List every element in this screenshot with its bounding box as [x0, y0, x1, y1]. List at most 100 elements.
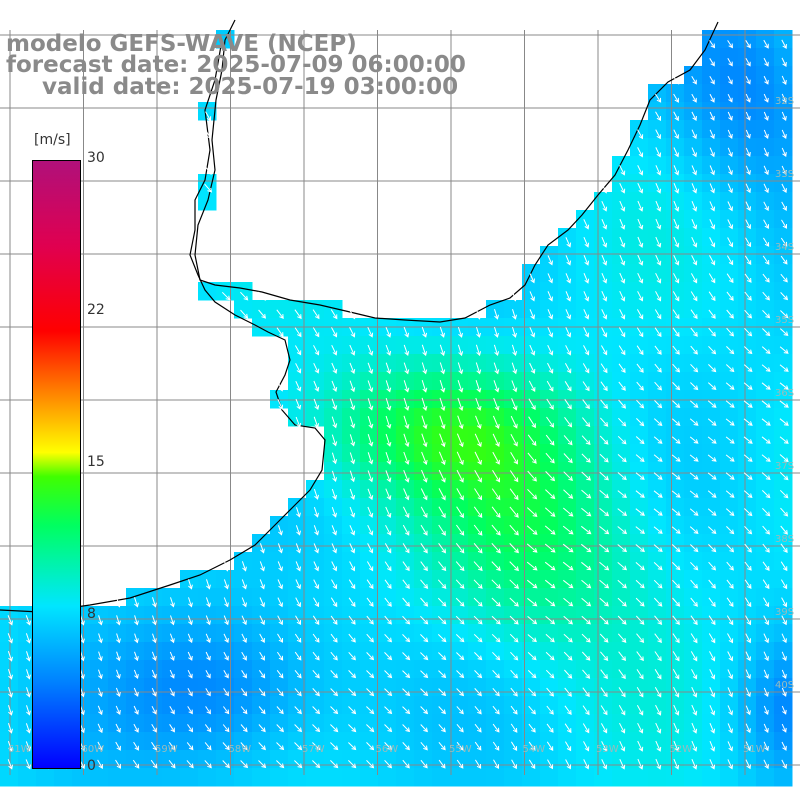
wind-cell — [378, 678, 397, 697]
wind-arrow — [241, 579, 247, 590]
wind-arrow — [439, 362, 446, 375]
wind-arrow — [672, 669, 680, 680]
wind-arrow — [601, 200, 608, 212]
wind-cell — [630, 246, 649, 265]
wind-cell — [522, 534, 541, 553]
wind-arrow — [725, 490, 735, 498]
latitude-label: 36S — [775, 388, 794, 399]
wind-cell — [414, 534, 433, 553]
wind-arrow — [258, 688, 266, 697]
wind-arrow — [546, 741, 554, 752]
wind-arrow — [655, 758, 662, 770]
wind-cell — [504, 678, 523, 697]
wind-arrow — [474, 723, 482, 733]
wind-arrow — [744, 579, 752, 590]
wind-cell — [738, 768, 757, 787]
wind-cell — [576, 408, 595, 427]
wind-arrow — [205, 669, 211, 679]
wind-cell — [324, 300, 343, 319]
wind-cell — [342, 660, 361, 679]
wind-cell — [180, 732, 199, 751]
wind-arrow — [655, 291, 662, 302]
wind-arrow — [348, 760, 357, 769]
wind-cell — [450, 498, 469, 517]
wind-cell — [648, 282, 667, 301]
wind-arrow — [510, 651, 519, 661]
wind-arrow — [457, 362, 464, 375]
wind-arrow — [673, 183, 680, 194]
wind-arrow — [384, 615, 392, 625]
wind-arrow — [510, 687, 518, 697]
wind-cell — [756, 282, 775, 301]
latitude-label: 33S — [775, 169, 794, 180]
wind-arrow — [402, 634, 411, 643]
wind-cell — [594, 426, 613, 445]
wind-cell — [756, 714, 775, 733]
wind-arrow — [527, 652, 537, 661]
wind-arrow — [636, 704, 644, 716]
wind-cell — [306, 372, 325, 391]
wind-arrow — [97, 705, 103, 716]
wind-cell — [612, 588, 631, 607]
wind-cell — [360, 408, 379, 427]
wind-cell — [558, 534, 577, 553]
wind-arrow — [349, 452, 356, 465]
wind-cell — [648, 552, 667, 571]
wind-arrow — [116, 669, 121, 680]
wind-arrow — [330, 597, 338, 608]
wind-arrow — [527, 597, 538, 607]
wind-cell — [360, 624, 379, 643]
wind-arrow — [635, 454, 645, 463]
wind-cell — [774, 102, 793, 121]
wind-cell — [252, 696, 271, 715]
wind-arrow — [512, 309, 517, 320]
wind-arrow — [349, 434, 356, 447]
wind-arrow — [402, 561, 410, 572]
wind-arrow — [295, 615, 301, 626]
wind-arrow — [654, 363, 662, 373]
wind-arrow — [690, 273, 698, 284]
wind-arrow — [635, 508, 645, 516]
wind-arrow — [294, 742, 303, 751]
wind-arrow — [420, 506, 428, 519]
wind-cell — [396, 588, 415, 607]
wind-arrow — [599, 471, 609, 481]
wind-arrow — [223, 688, 229, 697]
wind-cell — [504, 372, 523, 391]
wind-cell — [756, 696, 775, 715]
wind-cell — [720, 624, 739, 643]
wind-arrow — [636, 687, 644, 698]
wind-arrow — [563, 597, 574, 607]
wind-cell — [630, 534, 649, 553]
wind-arrow — [547, 255, 553, 266]
wind-cell — [774, 642, 793, 661]
wind-arrow — [491, 633, 501, 643]
wind-arrow — [547, 344, 554, 356]
wind-cell — [612, 282, 631, 301]
wind-arrow — [727, 723, 733, 734]
wind-arrow — [7, 633, 13, 644]
wind-cell — [342, 696, 361, 715]
wind-arrow — [187, 724, 194, 733]
wind-arrow — [512, 326, 517, 338]
wind-arrow — [671, 454, 681, 462]
wind-arrow — [421, 380, 428, 393]
wind-cell — [486, 336, 505, 355]
wind-cell — [630, 660, 649, 679]
wind-arrow — [781, 93, 787, 103]
wind-arrow — [689, 454, 699, 462]
wind-cell — [720, 282, 739, 301]
wind-cell — [486, 372, 505, 391]
wind-cell — [756, 426, 775, 445]
wind-cell — [630, 480, 649, 499]
wind-arrow — [258, 309, 267, 319]
wind-arrow — [241, 615, 247, 626]
wind-cell — [486, 696, 505, 715]
wind-arrow — [709, 129, 715, 140]
latitude-label: 37S — [775, 461, 794, 472]
wind-arrow — [296, 507, 301, 518]
wind-cell — [702, 552, 721, 571]
wind-cell — [540, 426, 559, 445]
wind-arrow — [312, 309, 320, 320]
wind-cell — [126, 714, 145, 733]
